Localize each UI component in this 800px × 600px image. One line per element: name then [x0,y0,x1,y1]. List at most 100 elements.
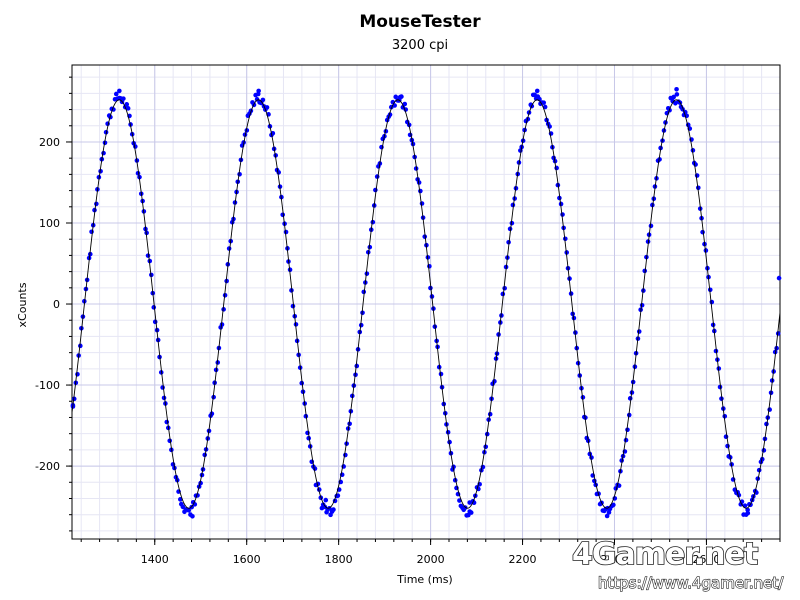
data-point [418,188,423,194]
data-point [657,157,662,162]
data-point [373,187,378,193]
data-point [402,101,408,107]
data-point [290,303,296,309]
data-point [534,88,540,94]
data-point [113,91,119,97]
x-tick-label: 1800 [325,553,353,566]
chart-title: MouseTester [359,12,481,32]
data-point [467,500,472,505]
data-point [260,97,266,103]
data-point [487,411,493,417]
data-point [343,452,348,458]
y-tick-label: -200 [35,460,60,473]
data-point [71,396,77,402]
data-point [709,299,715,305]
data-point [133,144,138,149]
data-point [186,508,192,513]
data-point [604,513,610,519]
data-point [160,385,165,390]
data-point [78,343,83,349]
data-point [772,349,778,355]
plot-area-border [71,64,781,540]
data-point [745,510,751,516]
data-point [152,319,158,325]
data-point [703,248,709,253]
data-point [312,466,318,471]
data-point [492,379,497,384]
x-tick-label: 2400 [600,553,628,566]
data-point [358,322,364,328]
data-point [219,322,225,327]
data-point [674,87,679,92]
data-point [541,100,547,105]
data-point [509,220,515,226]
data-point [361,289,367,295]
data-point [542,104,548,110]
data-point [717,384,723,390]
data-point [360,310,365,316]
data-point [101,150,106,156]
data-point [611,502,616,508]
data-point [323,497,329,503]
data-point [428,285,433,291]
data-point [393,94,399,100]
data-point [347,421,352,427]
x-tick-label: 2000 [417,553,445,566]
data-point [145,253,151,258]
data-point [144,230,149,236]
data-point [209,411,215,417]
data-point [75,371,80,377]
data-point [468,510,474,515]
data-point [364,271,370,276]
data-point [422,234,428,239]
grid [72,65,781,539]
data-point [558,201,564,207]
data-point [759,456,765,462]
data-point [374,174,380,179]
data-point [331,507,336,512]
axes: 1400 1600 1800 2000 2200 2400 2600 -200 -100 0 100… [35,76,781,566]
data-point [719,396,724,401]
data-point [557,195,562,201]
data-point [510,202,516,208]
watermark-logo: 4Gamer.net [572,537,758,572]
data-point [642,268,648,274]
data-point [776,275,782,281]
data-point [215,360,221,365]
data-point [650,202,655,208]
data-point [124,102,130,107]
data-point [283,229,289,235]
data-point [627,396,633,401]
data-point [92,207,97,213]
y-tick-label: -100 [35,379,60,392]
data-point [276,170,282,175]
data-point [256,88,261,94]
chart-subtitle: 3200 cpi [392,38,448,53]
x-tick-label: 1400 [141,553,169,566]
data-point [264,105,270,110]
y-axis-label: xCounts [16,282,29,327]
data-point [370,219,376,225]
data-point [89,229,94,235]
data-point [151,305,157,310]
data-point [725,443,730,449]
data-point [427,263,432,269]
data-point [775,331,781,336]
data-point [117,88,122,94]
data-point [419,201,425,206]
data-point [674,92,680,97]
data-point [98,169,103,174]
data-point [121,96,126,101]
fit-line [71,99,781,509]
data-point [367,244,373,250]
data-point [221,307,226,312]
x-tick-label: 1600 [233,553,261,566]
data-point [639,303,645,308]
data-point [563,236,568,242]
data-point [713,348,719,354]
data-point [767,407,772,412]
x-tick-label: 2600 [692,553,720,566]
data-point [502,285,507,291]
y-tick-label: 100 [39,217,60,230]
data-point [700,229,705,235]
